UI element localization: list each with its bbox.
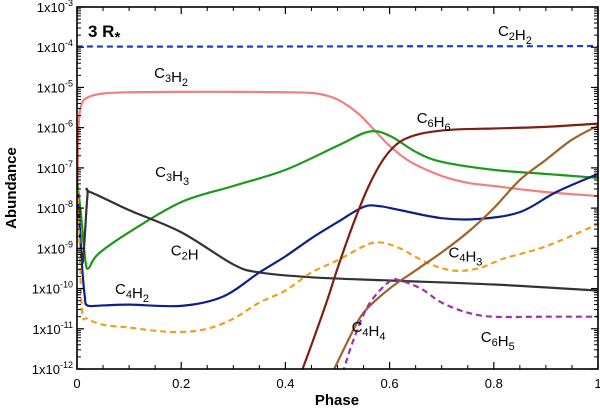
x-tick-label: 0.2 (172, 376, 190, 391)
series-label-c6h5: C6H5 (481, 329, 515, 353)
panel-label-star: * (114, 29, 120, 46)
x-tick-label: 0 (73, 376, 80, 391)
y-tick-label: 1x10-10 (32, 280, 73, 297)
series-label-c4h4: C4H4 (352, 319, 386, 343)
y-tick-label: 1x10-8 (37, 199, 73, 216)
series-line-c3h2 (77, 90, 598, 198)
y-tick-label: 1x10-3 (37, 0, 73, 15)
y-axis-title: Abundance (3, 147, 20, 229)
plot-frame (76, 6, 599, 370)
series-label-c4h3: C4H3 (448, 245, 482, 269)
series-label-c2h2: C2H2 (498, 23, 532, 47)
series-line-c6h5 (342, 277, 598, 369)
y-tick-label: 1x10-12 (32, 360, 73, 377)
series-line-c4h4 (332, 124, 598, 369)
ticks-layer: 0 0.2 0.4 0.6 0.8 1 1x10-12 1x10-11 1x10-10 1x10-… (32, 0, 600, 391)
y-tick-label: 1x10-4 (37, 38, 73, 55)
x-tick-label: 0.4 (276, 376, 294, 391)
y-tick-label: 1x10-5 (37, 78, 73, 95)
y-tick-label: 1x10-11 (32, 320, 73, 337)
y-tick-label: 1x10-9 (37, 239, 73, 256)
series-line-c6h6 (301, 122, 598, 369)
x-tick-label: 0.8 (485, 376, 503, 391)
x-tick-label: 0.6 (381, 376, 399, 391)
y-tick-label: 1x10-7 (37, 159, 73, 176)
x-tick-label: 1 (594, 376, 600, 391)
series-line-c3h3 (77, 130, 598, 270)
series-line-c4h2 (77, 172, 598, 308)
series-label-c4h2: C4H2 (115, 281, 149, 305)
y-tick-label: 1x10-6 (37, 119, 73, 136)
labels-layer: C2H2 C3H2 C6H6 C3H3 C2H C4H3 C4H2 C4H4 C6H5 (115, 23, 532, 353)
series-label-c2h: C2H (171, 243, 199, 264)
series-line-c2h2 (77, 44, 598, 48)
series-label-c3h3: C3H3 (155, 164, 189, 188)
series-label-c6h6: C6H6 (417, 110, 451, 134)
panel-label: 3 R* (88, 22, 120, 46)
series-label-c3h2: C3H2 (154, 65, 188, 89)
series-layer (77, 44, 598, 369)
series-line-c4h3 (77, 187, 598, 334)
x-axis-title: Phase (315, 392, 359, 409)
series-line-c2h (77, 187, 598, 292)
